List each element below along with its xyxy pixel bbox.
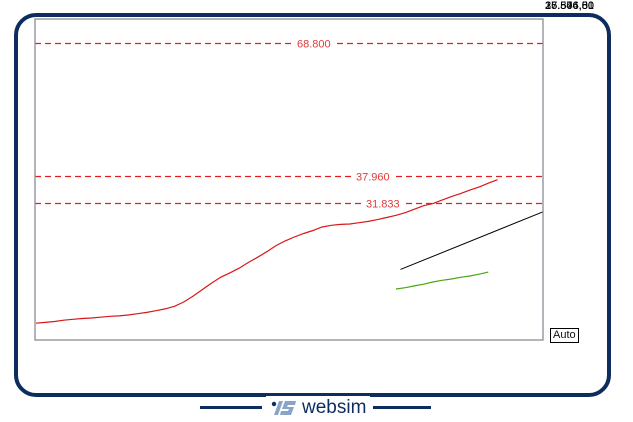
level-label: 31.833: [366, 199, 400, 211]
plot-border: [34, 18, 544, 341]
chart-frame: [14, 13, 611, 397]
red-ma-badge: 27.544,51: [545, 0, 594, 12]
green-moving-average: [395, 271, 489, 290]
level-line-68.800: 68.800: [35, 39, 543, 51]
support-trendline: [400, 211, 544, 270]
level-label: 68.800: [297, 39, 331, 51]
level-line-31.833: 31.833: [35, 199, 543, 211]
websim-logo: websim: [266, 396, 371, 420]
footer: websim: [0, 396, 633, 422]
websim-logo-icon: [271, 401, 296, 415]
level-line-37.960: 37.960: [35, 172, 543, 184]
plot-area[interactable]: 68.800 37.960 31.833: [35, 39, 544, 324]
footer-divider-left: [200, 406, 262, 409]
level-label: 37.960: [356, 172, 390, 184]
auto-scale-button[interactable]: Auto: [550, 328, 579, 343]
green-ma-badge: 15.876,80: [545, 0, 594, 12]
brand-name: websim: [302, 397, 367, 418]
red-moving-average: [35, 179, 498, 324]
footer-divider-right: [373, 406, 431, 409]
last-price-badge: 36.506,00: [545, 0, 594, 12]
axes: [34, 18, 544, 341]
